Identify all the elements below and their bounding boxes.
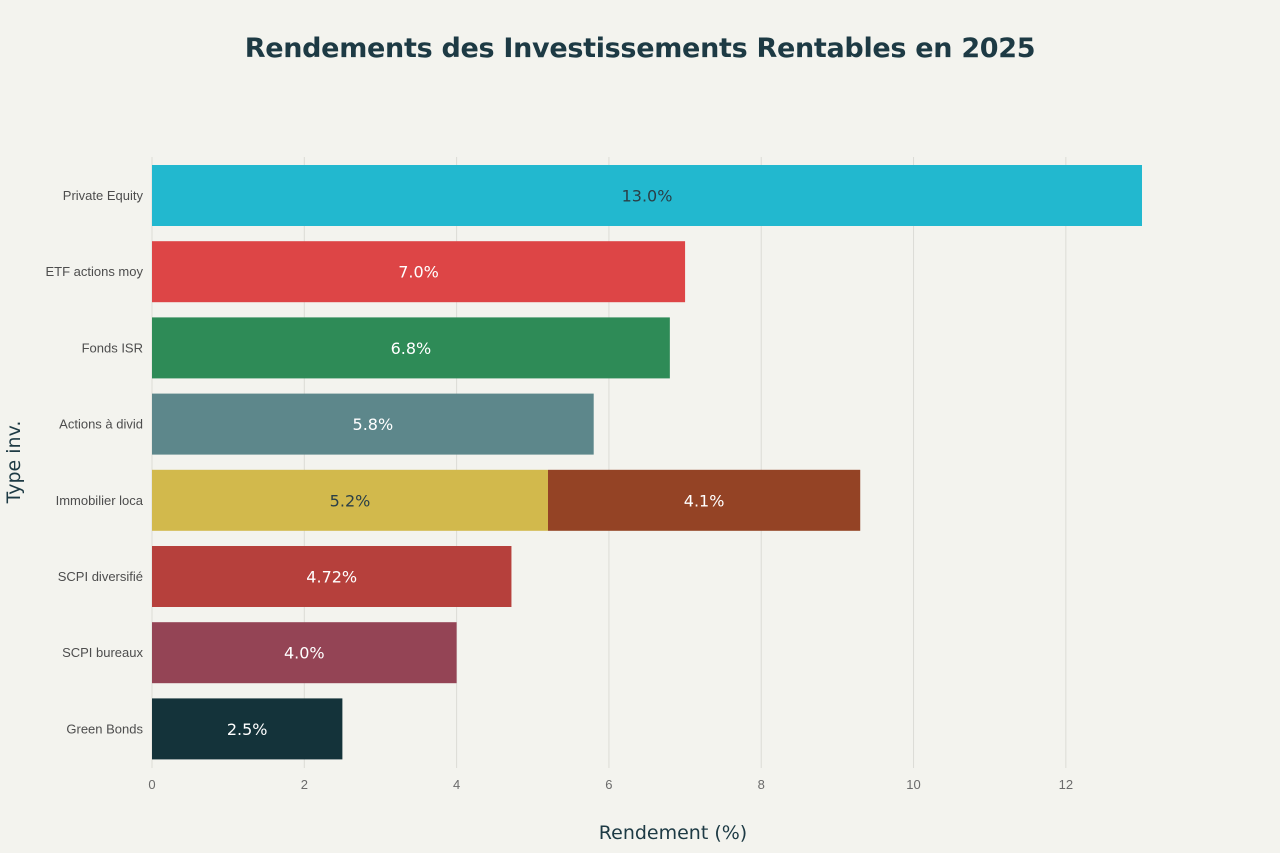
y-tick-label: Fonds ISR xyxy=(82,340,143,355)
bar-value-label: 5.2% xyxy=(330,491,371,510)
x-axis-tick-labels: 0 2 4 6 8 10 12 xyxy=(148,777,1073,792)
x-tick-label: 8 xyxy=(758,777,765,792)
x-axis-title: Rendement (%) xyxy=(599,822,747,844)
x-tick-label: 6 xyxy=(605,777,612,792)
bar xyxy=(152,317,670,379)
x-tick-label: 4 xyxy=(453,777,460,792)
bar-value-label: 5.8% xyxy=(353,415,394,434)
bar xyxy=(152,622,457,684)
y-axis-tick-labels: Private Equity ETF actions moy Fonds ISR Ac… xyxy=(45,188,143,736)
bar xyxy=(152,546,512,607)
bar-value-label: 2.5% xyxy=(227,720,268,739)
x-tick-label: 0 xyxy=(148,777,155,792)
bar xyxy=(152,241,686,303)
bar-value-label: 4.1% xyxy=(684,491,725,510)
y-tick-label: Immobilier loca xyxy=(56,493,144,508)
bars xyxy=(152,165,1142,760)
bar-value-label: 7.0% xyxy=(398,263,439,282)
y-tick-label: SCPI diversifié xyxy=(58,569,143,584)
bar-value-label: 4.0% xyxy=(284,644,325,663)
bar xyxy=(152,469,548,531)
bar xyxy=(548,469,861,531)
x-tick-label: 12 xyxy=(1059,777,1073,792)
x-tick-label: 2 xyxy=(301,777,308,792)
y-tick-label: ETF actions moy xyxy=(45,264,143,279)
x-tick-label: 10 xyxy=(906,777,920,792)
y-tick-label: Green Bonds xyxy=(66,721,143,736)
bar-value-label: 4.72% xyxy=(306,568,357,587)
bar xyxy=(152,165,1142,226)
bar xyxy=(152,393,594,455)
y-tick-label: SCPI bureaux xyxy=(62,645,143,660)
bar-value-label: 13.0% xyxy=(622,187,673,206)
y-axis-title: Type inv. xyxy=(3,421,25,505)
y-tick-label: Actions à divid xyxy=(59,417,143,432)
bar xyxy=(152,698,343,760)
y-tick-label: Private Equity xyxy=(63,188,144,203)
bar-labels: 13.0% 7.0% 6.8% 5.8% 5.2% 4.1% 4.72% 4.0% 2.5% xyxy=(227,187,725,739)
bar-value-label: 6.8% xyxy=(391,339,432,358)
chart-title: Rendements des Investissements Rentables… xyxy=(244,33,1036,64)
